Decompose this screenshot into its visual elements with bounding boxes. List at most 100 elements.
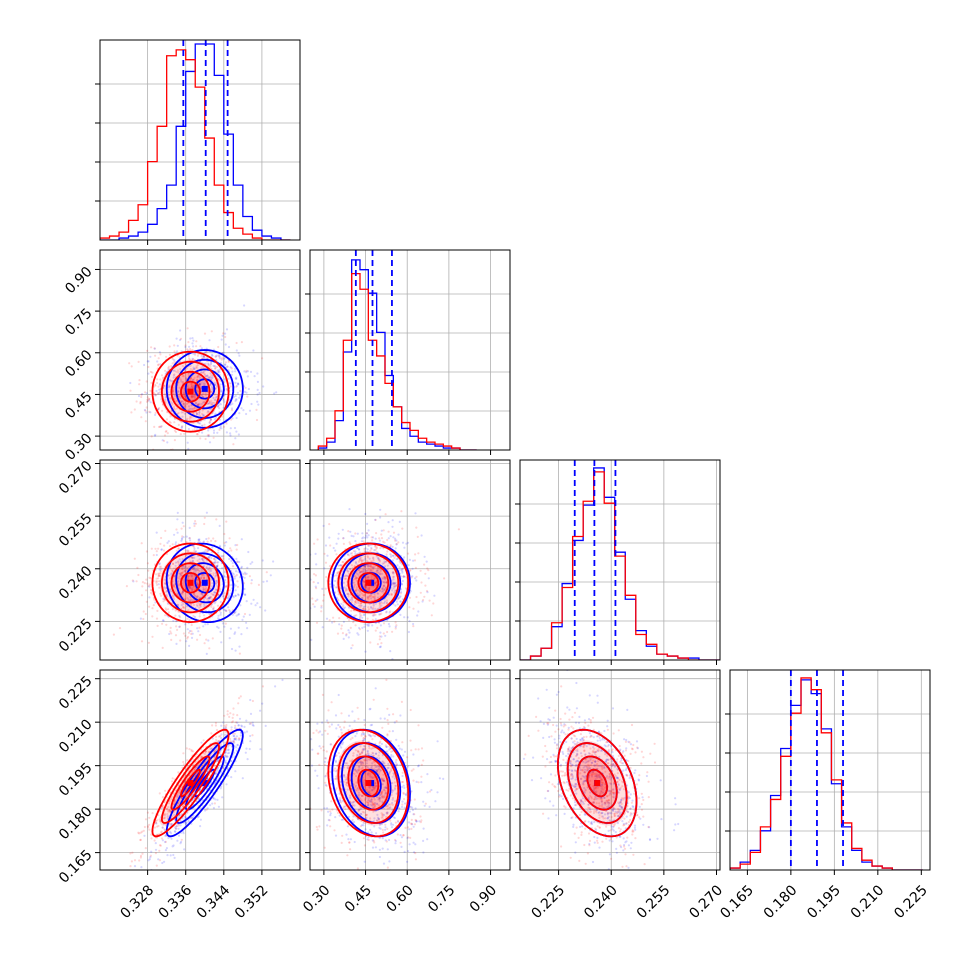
y-tick-label: 0.60 bbox=[62, 347, 95, 380]
contour-red bbox=[327, 542, 410, 624]
panel-frame bbox=[729, 669, 931, 871]
contour-red bbox=[180, 572, 201, 594]
scatter-points-red bbox=[524, 685, 657, 868]
contour-blue bbox=[175, 358, 235, 420]
histogram-line-blue bbox=[317, 259, 477, 450]
y-tick-label: 0.30 bbox=[62, 430, 95, 463]
histogram-line-red bbox=[100, 49, 291, 240]
mode-marker-blue bbox=[201, 579, 208, 586]
panel-frame bbox=[309, 249, 511, 451]
x-tick-label: 0.180 bbox=[761, 882, 801, 922]
y-tick-label: 0.270 bbox=[56, 458, 96, 498]
y-tick-label: 0.225 bbox=[56, 616, 96, 656]
mode-marker-blue bbox=[201, 780, 208, 787]
contour-red bbox=[357, 572, 380, 594]
panel-frame bbox=[99, 249, 301, 451]
panel-frame bbox=[99, 39, 301, 241]
contour-red bbox=[337, 552, 400, 614]
histogram-panel bbox=[95, 39, 301, 245]
histogram-line-red bbox=[317, 272, 477, 450]
x-tick-label: 0.210 bbox=[848, 882, 888, 922]
x-tick-label: 0.30 bbox=[300, 882, 333, 915]
panel-frame bbox=[309, 459, 511, 661]
panel-frame bbox=[519, 459, 721, 661]
contour-red bbox=[180, 380, 201, 403]
x-tick-label: 0.344 bbox=[194, 882, 234, 922]
contour-red bbox=[347, 562, 390, 604]
x-tick-label: 0.165 bbox=[717, 882, 757, 922]
histogram-panel bbox=[515, 459, 721, 665]
y-tick-label: 0.225 bbox=[56, 673, 96, 713]
panel-frame bbox=[309, 669, 511, 871]
mode-marker-red bbox=[187, 579, 194, 586]
scatter-panel bbox=[95, 249, 301, 455]
y-tick-label: 0.240 bbox=[56, 563, 96, 603]
histogram-line-blue bbox=[730, 679, 923, 870]
y-tick-label: 0.255 bbox=[56, 510, 96, 550]
x-tick-label: 0.240 bbox=[581, 882, 621, 922]
x-tick-label: 0.60 bbox=[383, 882, 416, 915]
contour-red bbox=[170, 562, 211, 604]
histogram-panel bbox=[305, 249, 511, 455]
contour-blue bbox=[184, 368, 225, 410]
contour-red bbox=[151, 542, 230, 624]
mode-marker-red bbox=[594, 780, 601, 787]
scatter-panel bbox=[305, 669, 511, 875]
scatter-panel bbox=[515, 669, 721, 875]
y-tick-label: 0.75 bbox=[62, 305, 95, 338]
x-tick-label: 0.195 bbox=[804, 882, 844, 922]
x-tick-label: 0.75 bbox=[425, 882, 458, 915]
contour-red bbox=[576, 755, 618, 811]
panel-frame bbox=[99, 669, 301, 871]
histogram-line-blue bbox=[100, 43, 291, 240]
contour-blue bbox=[184, 755, 225, 811]
contour-red bbox=[170, 755, 211, 811]
mode-marker-red bbox=[187, 388, 194, 395]
scatter-panel bbox=[95, 459, 301, 665]
contour-red bbox=[586, 768, 608, 798]
panel-frame bbox=[519, 669, 721, 871]
contour-blue bbox=[184, 562, 225, 604]
contour-blue bbox=[165, 728, 244, 838]
y-tick-label: 0.45 bbox=[62, 389, 95, 422]
y-tick-label: 0.210 bbox=[56, 717, 96, 757]
mode-marker-red bbox=[365, 780, 372, 787]
x-tick-label: 0.270 bbox=[686, 882, 726, 922]
contour-red bbox=[160, 360, 220, 423]
x-tick-label: 0.225 bbox=[891, 882, 931, 922]
y-tick-label: 0.195 bbox=[56, 760, 96, 800]
x-tick-label: 0.328 bbox=[118, 882, 158, 922]
contour-red bbox=[327, 728, 410, 838]
contour-blue bbox=[194, 378, 216, 400]
x-tick-label: 0.90 bbox=[467, 882, 500, 915]
contour-red bbox=[180, 768, 201, 798]
x-tick-label: 0.45 bbox=[342, 882, 375, 915]
mode-marker-red bbox=[365, 579, 372, 586]
contour-red bbox=[160, 742, 220, 824]
panel-frame bbox=[99, 459, 301, 661]
x-tick-label: 0.336 bbox=[156, 882, 196, 922]
y-tick-label: 0.165 bbox=[56, 847, 96, 887]
contour-red bbox=[347, 755, 390, 811]
mode-marker-blue bbox=[201, 385, 208, 392]
y-tick-label: 0.90 bbox=[62, 264, 95, 297]
x-tick-label: 0.352 bbox=[232, 882, 272, 922]
histogram-line-red bbox=[520, 471, 720, 660]
contour-red bbox=[566, 742, 628, 824]
scatter-panel bbox=[95, 669, 301, 875]
histogram-line-red bbox=[730, 677, 923, 870]
mode-marker-red bbox=[187, 780, 194, 787]
contour-red bbox=[151, 350, 230, 433]
contour-red bbox=[357, 768, 380, 798]
histogram-line-blue bbox=[520, 467, 720, 660]
scatter-panel bbox=[305, 459, 511, 665]
contour-red bbox=[160, 552, 220, 614]
x-tick-label: 0.255 bbox=[634, 882, 674, 922]
contour-red bbox=[151, 728, 230, 838]
histogram-panel bbox=[725, 669, 931, 875]
contour-red bbox=[170, 370, 211, 413]
x-tick-label: 0.225 bbox=[529, 882, 569, 922]
contour-red bbox=[337, 742, 400, 824]
y-tick-label: 0.180 bbox=[56, 803, 96, 843]
